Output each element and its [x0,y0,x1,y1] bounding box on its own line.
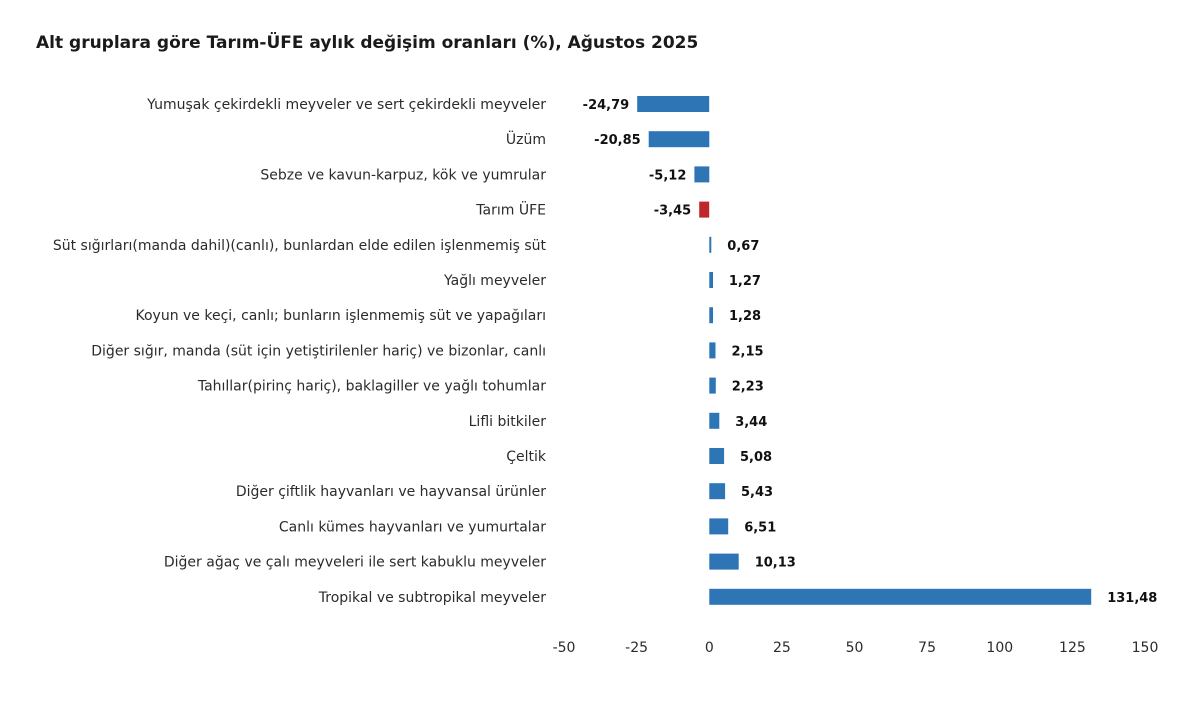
bar-row: Tahıllar(pirinç hariç), baklagiller ve y… [197,377,764,395]
bar [709,272,713,288]
value-label: 1,27 [729,274,761,289]
bar-row: Diğer çiftlik hayvanları ve hayvansal ür… [236,483,773,500]
bar [709,236,712,253]
bar-row: Lifli bitkiler 3,44 [469,412,767,430]
bar-row: Canlı kümes hayvanları ve yumurtalar 6,51 [279,518,776,535]
bar [694,166,710,183]
bar-row: Diğer sığır, manda (süt için yetiştirile… [91,342,764,359]
category-label: Tropikal ve subtropikal meyveler [318,590,546,606]
value-label: -5,12 [649,168,686,183]
bar [709,483,726,500]
category-label: Yağlı meyveler [443,273,546,289]
category-label: Koyun ve keçi, canlı; bunların işlenmemi… [135,308,546,324]
category-label: Tahıllar(pirinç hariç), baklagiller ve y… [197,379,546,395]
x-tick-label: 125 [1059,640,1086,656]
bar-row: Koyun ve keçi, canlı; bunların işlenmemi… [135,307,761,324]
bar [648,131,710,148]
bar [709,553,739,570]
category-label: Yumuşak çekirdekli meyveler ve sert çeki… [146,97,546,113]
bar-row: Yağlı meyveler 1,27 [443,272,761,289]
value-label: 1,28 [729,309,761,324]
bar [709,518,729,535]
bar [709,588,1092,605]
category-label: Lifli bitkiler [469,414,547,430]
x-axis: -50 -25 0 25 50 75 100 125 150 [553,640,1159,656]
value-label: 5,43 [741,485,773,500]
bar-row: Üzüm -20,85 [506,130,710,148]
value-label: -3,45 [654,204,691,219]
bar-row: Diğer ağaç ve çalı meyveleri ile sert ka… [164,553,796,571]
x-tick-label: 0 [705,640,714,656]
bar [637,96,710,112]
value-label: 2,23 [732,380,764,395]
x-tick-label: 100 [986,640,1013,656]
category-label: Tarım ÜFE [475,201,546,219]
bar-row: Tropikal ve subtropikal meyveler 131,48 [318,588,1157,606]
x-tick-label: 25 [773,640,791,656]
chart-title: Alt gruplara göre Tarım-ÜFE aylık değişi… [36,33,699,53]
x-tick-label: -25 [625,640,648,656]
value-label: 131,48 [1107,591,1157,606]
bar [709,377,716,394]
value-label: 5,08 [740,450,772,465]
category-label: Üzüm [506,130,546,148]
category-label: Canlı kümes hayvanları ve yumurtalar [279,519,546,535]
value-label: 3,44 [735,415,767,430]
x-tick-label: 75 [918,640,936,656]
bar [709,342,716,359]
x-tick-label: 150 [1132,640,1159,656]
category-label: Diğer ağaç ve çalı meyveleri ile sert ka… [164,555,546,571]
value-label: 2,15 [732,344,764,359]
category-label: Süt sığırları(manda dahil)(canlı), bunla… [53,238,547,254]
value-label: -20,85 [594,133,641,148]
value-label: 0,67 [727,239,759,254]
bar [709,307,713,324]
bar [709,448,725,464]
value-label: -24,79 [583,98,630,113]
bar-row: Süt sığırları(manda dahil)(canlı), bunla… [53,236,759,254]
bar [709,412,720,429]
x-tick-label: -50 [553,640,576,656]
bars-layer: Yumuşak çekirdekli meyveler ve sert çeki… [53,96,1157,606]
category-label: Sebze ve kavun-karpuz, kök ve yumrular [260,167,546,183]
x-tick-label: 50 [846,640,864,656]
value-label: 10,13 [755,556,796,571]
category-label: Diğer sığır, manda (süt için yetiştirile… [91,343,546,359]
value-label: 6,51 [744,520,776,535]
bar-row: Çeltik 5,08 [506,448,772,465]
category-label: Diğer çiftlik hayvanları ve hayvansal ür… [236,484,546,500]
bar-row: Yumuşak çekirdekli meyveler ve sert çeki… [146,96,710,113]
bar [699,201,710,218]
category-label: Çeltik [506,449,547,465]
bar-row: Sebze ve kavun-karpuz, kök ve yumrular -5… [260,166,710,183]
bar-row: Tarım ÜFE -3,45 [475,201,710,219]
